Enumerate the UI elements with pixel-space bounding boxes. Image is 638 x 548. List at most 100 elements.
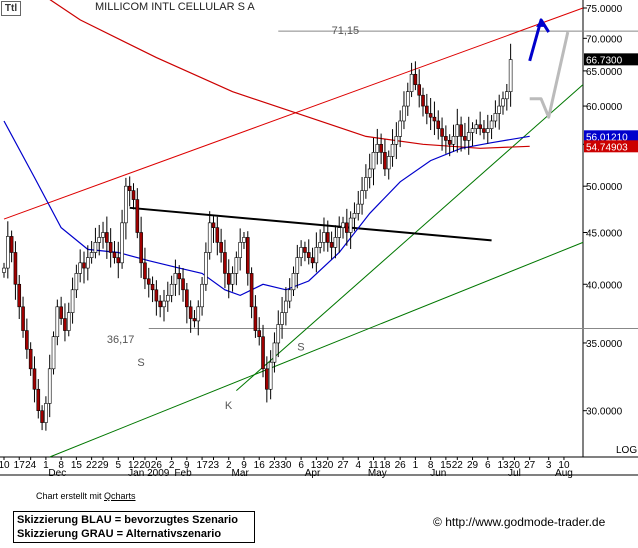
source-url[interactable]: © http://www.godmode-trader.de [433, 515, 605, 529]
candle-body [226, 273, 231, 285]
candle-body [59, 306, 63, 319]
candle-body [181, 278, 185, 291]
candle-body [390, 144, 395, 157]
trendline-green-upper [236, 84, 584, 392]
x-tick-label: 22 [452, 460, 464, 471]
candle-body [40, 410, 44, 423]
candle-body [215, 227, 220, 243]
price-badge [584, 53, 638, 66]
x-tick-label: 11 [368, 460, 379, 471]
candle-body [451, 136, 456, 145]
x-tick-label: 1 [43, 460, 49, 471]
candle-body [82, 262, 86, 269]
candle-body [101, 232, 105, 238]
ma-short-line [3, 120, 530, 297]
credit-line: Chart erstellt mit Qcharts [36, 491, 136, 501]
candle-body [230, 273, 235, 285]
annotation-label: 71,15 [332, 25, 360, 37]
x-tick-label: 30 [280, 460, 292, 471]
candle-body [280, 312, 284, 325]
price-badge [584, 130, 638, 143]
month-label: Jul [508, 468, 521, 479]
candle-body [329, 242, 334, 248]
candle-body [356, 203, 361, 214]
y-tick-label: 60.0000 [586, 102, 623, 113]
candle-body [165, 295, 170, 302]
candle-body [242, 237, 246, 243]
price-badge-label: 54.74903 [586, 142, 628, 153]
candle-body [234, 257, 239, 274]
candle-body [436, 120, 441, 129]
candle-body [432, 116, 437, 122]
x-tick-label: 16 [254, 460, 266, 471]
x-tick-label: 10 [0, 460, 10, 471]
candle-body [306, 252, 311, 258]
candle-body [86, 257, 90, 269]
y-tick-label: 35.0000 [586, 339, 623, 350]
x-tick-label: 13 [311, 460, 323, 471]
x-tick-label: 27 [337, 460, 349, 471]
candle-body [265, 368, 269, 390]
candle-body [421, 94, 425, 107]
candle-body [47, 368, 52, 404]
x-tick-label: 12 [128, 460, 140, 471]
x-tick-label: 20 [139, 460, 151, 471]
x-tick-label: 6 [298, 460, 304, 471]
y-tick-label: 75.0000 [586, 4, 623, 15]
x-tick-label: 17 [14, 460, 26, 471]
x-tick-label: 23 [269, 460, 281, 471]
month-label: May [368, 468, 387, 479]
candle-body [249, 273, 254, 308]
qcharts-link[interactable]: Qcharts [104, 491, 136, 501]
candle-body [112, 252, 117, 258]
price-badge-label: 66.7300 [586, 55, 623, 66]
candle-body [398, 120, 402, 137]
candle-body [177, 273, 182, 280]
candle-body [489, 120, 494, 129]
candle-body [444, 136, 448, 141]
legend-blue: Skizzierung BLAU = bevorzugtes Szenario [17, 514, 238, 526]
candle-body [276, 324, 281, 344]
candle-body [32, 368, 37, 390]
candle-body [463, 136, 467, 141]
candle-body [402, 105, 406, 122]
x-tick-label: 18 [379, 460, 391, 471]
candle-body [196, 306, 201, 322]
candle-body [409, 73, 414, 92]
candle-body [348, 217, 353, 233]
y-tick-label: 45.0000 [586, 229, 623, 240]
candle-body [55, 306, 60, 338]
candle-body [261, 336, 265, 370]
x-tick-label: 8 [428, 460, 434, 471]
price-badge [584, 140, 638, 153]
chart-title: MILLICOM INTL CELLULAR S A [93, 1, 257, 13]
candle-body [478, 124, 482, 129]
x-tick-label: 1 [413, 460, 419, 471]
candle-body [371, 152, 376, 170]
candle-body [108, 242, 113, 253]
x-tick-label: 15 [71, 460, 83, 471]
month-label: Jun [430, 468, 446, 479]
candle-body [150, 283, 155, 291]
x-tick-label: 29 [467, 460, 479, 471]
month-label: Mar [232, 468, 250, 479]
credit-prefix: Chart erstellt mit [36, 491, 105, 501]
trendline-red [3, 7, 584, 220]
candle-body [120, 222, 124, 264]
candle-body [74, 273, 79, 291]
candle-body [364, 177, 368, 191]
price-badge-label: 56.01210 [586, 132, 628, 143]
candle-body [493, 113, 498, 122]
candle-body [36, 388, 41, 411]
x-tick-label: 24 [25, 460, 37, 471]
candle-body [284, 300, 288, 313]
month-label: Dec [48, 468, 66, 479]
candle-body [17, 283, 22, 308]
candle-body [386, 156, 391, 170]
candle-body [135, 199, 140, 233]
candle-body [375, 144, 380, 153]
candle-body [425, 105, 429, 114]
y-tick-label: 40.0000 [586, 280, 623, 291]
candle-body [188, 306, 193, 319]
candle-body [200, 283, 204, 308]
